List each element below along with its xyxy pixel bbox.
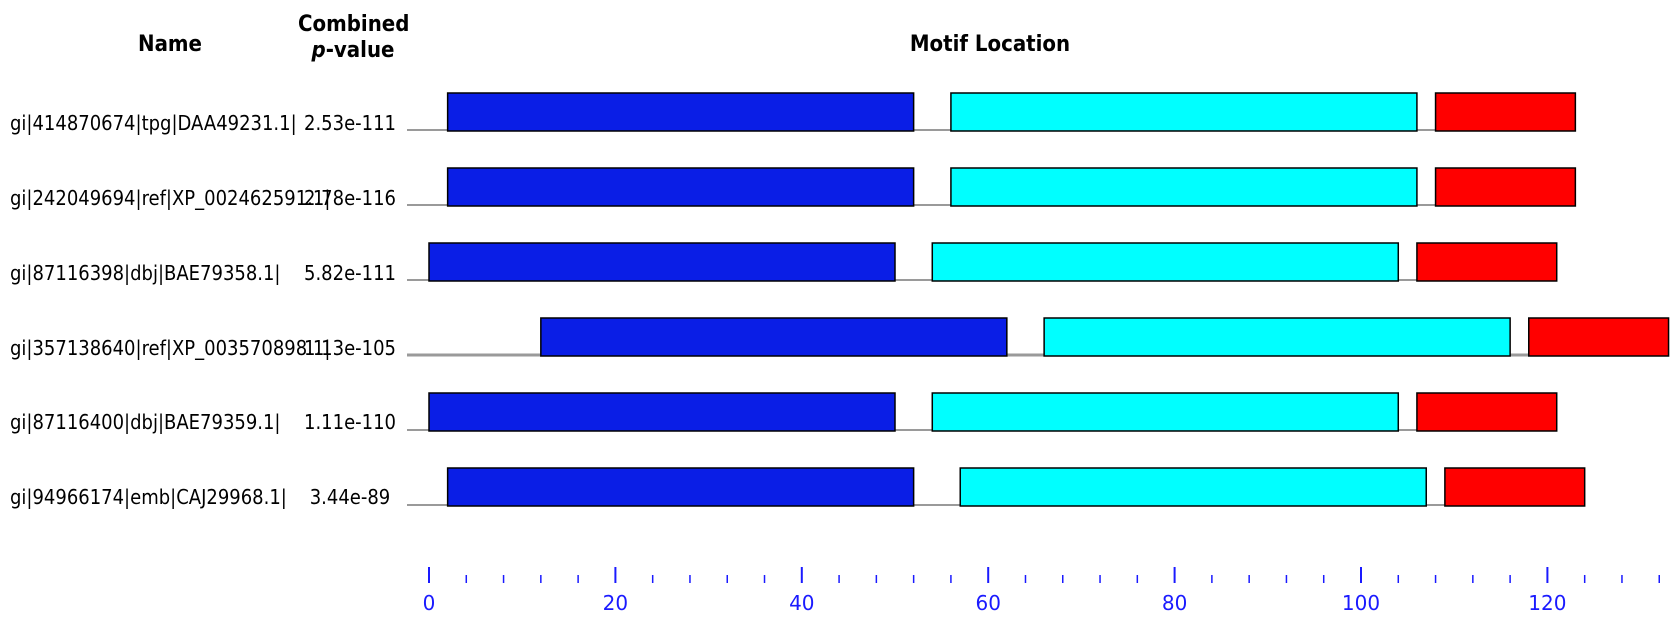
axis-tick-label: 20 <box>603 591 628 615</box>
motif-3-block <box>1416 242 1558 282</box>
motif-track <box>407 242 1558 282</box>
sequence-name: gi|87116398|dbj|BAE79358.1| <box>10 261 281 285</box>
sequence-pvalue: 3.44e-89 <box>309 485 391 509</box>
motif-3-block <box>1528 317 1670 357</box>
sequence-row: gi|357138640|ref|XP_003570898.1| 1.13e-1… <box>0 328 1680 368</box>
sequence-name: gi|357138640|ref|XP_003570898.1| <box>10 336 331 360</box>
sequence-row: gi|87116400|dbj|BAE79359.1| 1.11e-110 <box>0 402 1680 442</box>
sequence-row: gi|94966174|emb|CAJ29968.1| 3.44e-89 <box>0 477 1680 517</box>
pvalue-header-rest: -value <box>325 38 395 63</box>
sequence-row: gi|87116398|dbj|BAE79358.1| 5.82e-111 <box>0 253 1680 293</box>
sequence-name: gi|94966174|emb|CAJ29968.1| <box>10 485 287 509</box>
pvalue-header-p: p <box>311 38 326 63</box>
pvalue-header-line1: Combined <box>298 12 410 37</box>
axis-tick-label: 0 <box>423 591 436 615</box>
motif-3-block <box>1416 392 1558 432</box>
motif-3-block <box>1434 167 1577 207</box>
pvalue-header-line2: p-value <box>298 38 408 64</box>
motif-2-block <box>1043 317 1511 357</box>
sequence-pvalue: 5.82e-111 <box>304 261 396 285</box>
motif-2-block <box>931 242 1400 282</box>
sequence-row: gi|414870674|tpg|DAA49231.1| 2.53e-111 <box>0 103 1680 143</box>
motif-2-block <box>959 467 1427 507</box>
sequence-pvalue: 2.53e-111 <box>304 111 396 135</box>
motif-3-block <box>1434 92 1577 132</box>
motif-3-block <box>1444 467 1586 507</box>
axis-tick-label: 100 <box>1342 591 1380 615</box>
name-column-header: Name <box>138 32 202 57</box>
axis-tick-label: 40 <box>789 591 814 615</box>
motif-1-block <box>446 92 915 132</box>
pvalue-column-header: Combined p-value <box>298 12 410 64</box>
sequence-pvalue: 1.11e-110 <box>304 410 396 434</box>
motif-1-block <box>428 392 896 432</box>
motif-2-block <box>950 167 1418 207</box>
sequence-pvalue: 1.13e-105 <box>304 336 396 360</box>
motif-track <box>407 167 1577 207</box>
motif-1-block <box>446 467 915 507</box>
motif-track <box>407 392 1558 432</box>
motif-1-block <box>446 167 915 207</box>
sequence-name: gi|87116400|dbj|BAE79359.1| <box>10 410 281 434</box>
sequence-name: gi|414870674|tpg|DAA49231.1| <box>10 111 297 135</box>
sequence-name: gi|242049694|ref|XP_002462591.1| <box>10 186 331 210</box>
motif-track <box>407 92 1577 132</box>
axis-tick-label: 80 <box>1162 591 1187 615</box>
motif-1-block <box>540 317 1008 357</box>
sequence-row: gi|242049694|ref|XP_002462591.1| 2.78e-1… <box>0 178 1680 218</box>
motif-track <box>407 317 1670 357</box>
axis-tick-label: 120 <box>1528 591 1566 615</box>
motif-track <box>407 467 1586 507</box>
motif-2-block <box>950 92 1418 132</box>
sequence-pvalue: 2.78e-116 <box>304 186 396 210</box>
position-axis: 0 20 40 60 80 100 120 <box>423 567 1660 615</box>
motif-1-block <box>428 242 896 282</box>
motif-2-block <box>931 392 1400 432</box>
motif-location-header: Motif Location <box>909 32 1071 57</box>
axis-tick-label: 60 <box>975 591 1000 615</box>
